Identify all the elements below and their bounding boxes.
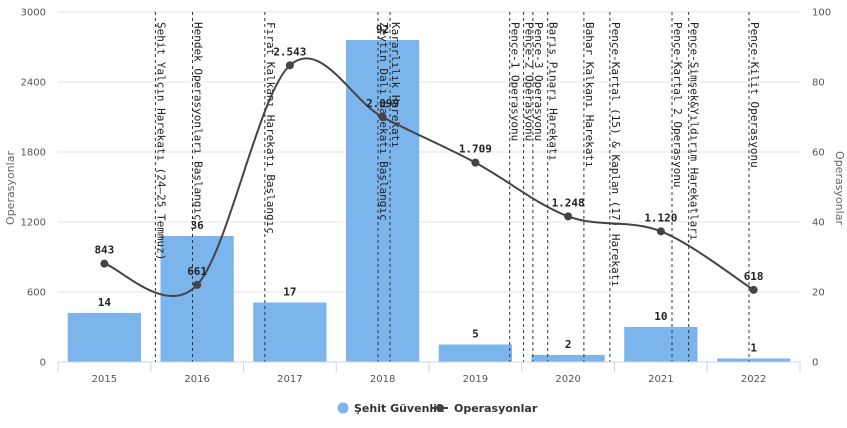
line-value-label: 1.120: [644, 211, 677, 224]
line-point: [656, 227, 665, 236]
event-label: Zeytin Dalı Harekatı Başlangıç: [377, 22, 390, 221]
y-right-tick-label: 100: [812, 8, 831, 19]
y-left-tick-label: 3000: [21, 8, 46, 19]
event-label: Barış Pınarı Harekatı: [547, 22, 560, 161]
line-value-label: 2.099: [366, 97, 399, 110]
x-tick-label: 2017: [277, 374, 302, 385]
event-label: Hendek Operasyonları Başlangıç: [191, 22, 204, 221]
legend-line-marker: [436, 404, 444, 412]
bar: [716, 358, 791, 362]
data-labels: 14 36 17 92 5 2 10 1 843 661 2.543 2.099 1.709 1.248 1…: [94, 23, 763, 355]
line-point: [378, 113, 387, 122]
event-label: Pençe-Kilit Operasyonu: [748, 22, 761, 168]
bar-value-label: 14: [98, 296, 112, 309]
line-path: [104, 57, 755, 298]
event-label: Pençe-Şimşek&Yıldırım Harekatları: [688, 22, 701, 241]
line-value-label: 843: [94, 244, 114, 257]
x-tick-label: 2015: [92, 374, 117, 385]
line-point: [285, 61, 294, 70]
y-left-tick-label: 600: [27, 288, 46, 299]
bar: [345, 40, 420, 362]
bar: [160, 236, 234, 362]
line-point: [100, 259, 109, 268]
legend-line-label: Operasyonlar: [454, 402, 538, 415]
legend: Şehit Güvenlik Operasyonlar: [337, 402, 538, 415]
event-label: Pençe-3 Operasyonu: [532, 22, 545, 141]
y-right-tick-label: 60: [812, 148, 825, 159]
y-left-tick-label: 0: [40, 358, 46, 369]
x-tick-label: 2022: [741, 374, 766, 385]
event-label: Bahar Kalkanı Harekatı: [583, 22, 596, 168]
line-point: [193, 280, 202, 289]
event-label: Şehit Yalçın Harekatı (24–25 Temmuz): [154, 22, 167, 260]
bar: [253, 302, 327, 362]
bar-value-label: 5: [472, 328, 479, 341]
bar-value-label: 2: [565, 338, 572, 351]
bar: [438, 344, 513, 362]
event-markers: Şehit Yalçın Harekatı (24–25 Temmuz) Hend…: [154, 12, 761, 362]
event-label: Pençe-2 Operasyonu: [523, 22, 536, 141]
y-right-tick-label: 0: [812, 358, 818, 369]
line-point: [749, 285, 758, 294]
x-tick-label: 2016: [184, 374, 209, 385]
bar: [67, 313, 142, 362]
line-point: [564, 212, 573, 221]
x-tick-label: 2018: [370, 374, 395, 385]
y-axis-left-title: Operasyonlar: [4, 151, 17, 225]
y-axis-right-title: Operasyonlar: [833, 151, 846, 225]
bar-series: [67, 40, 791, 362]
bar: [531, 355, 605, 362]
y-left-tick-label: 2400: [21, 78, 46, 89]
bar-value-label: 17: [283, 286, 296, 299]
line-point: [471, 158, 480, 167]
line-value-label: 661: [187, 265, 207, 278]
y-right-tick-label: 80: [812, 78, 825, 89]
x-tick-label: 2021: [648, 374, 673, 385]
bar-value-label: 36: [191, 219, 205, 232]
line-value-label: 1.709: [459, 143, 492, 156]
event-label: Kararlılık Harekatı: [389, 22, 402, 148]
x-tick-label: 2020: [555, 374, 580, 385]
line-value-label: 1.248: [552, 196, 585, 209]
event-label: Fırat Kalkanı Harekatı Başlangıç: [264, 22, 277, 234]
y-left-tick-label: 1800: [21, 148, 46, 159]
line-value-label: 2.543: [273, 45, 306, 58]
event-label: Pençe-Kartal (15) & Kaplan (17) Harekatı: [609, 22, 622, 287]
bar-value-label: 10: [654, 310, 667, 323]
bar: [624, 327, 698, 362]
bar-value-label: 1: [750, 342, 757, 355]
event-label: Pençe-1 Operasyonu: [509, 22, 522, 141]
legend-bar-label: Şehit Güvenlik: [354, 402, 445, 415]
line-value-label: 618: [744, 270, 764, 283]
y-right-tick-label: 20: [812, 288, 825, 299]
y-left-tick-label: 1200: [21, 218, 46, 229]
line-series: [100, 57, 758, 298]
event-label: Pençe-Kartal 2 Operasyonu: [671, 22, 684, 188]
axes: 0 0 600 20 1200 40 1800 60 2400 80 3000 100 2015 2016…: [21, 8, 832, 386]
bar-value-label: 92: [376, 23, 389, 36]
y-right-tick-label: 40: [812, 218, 825, 229]
legend-bar-swatch: [337, 402, 349, 414]
x-tick-label: 2019: [463, 374, 488, 385]
